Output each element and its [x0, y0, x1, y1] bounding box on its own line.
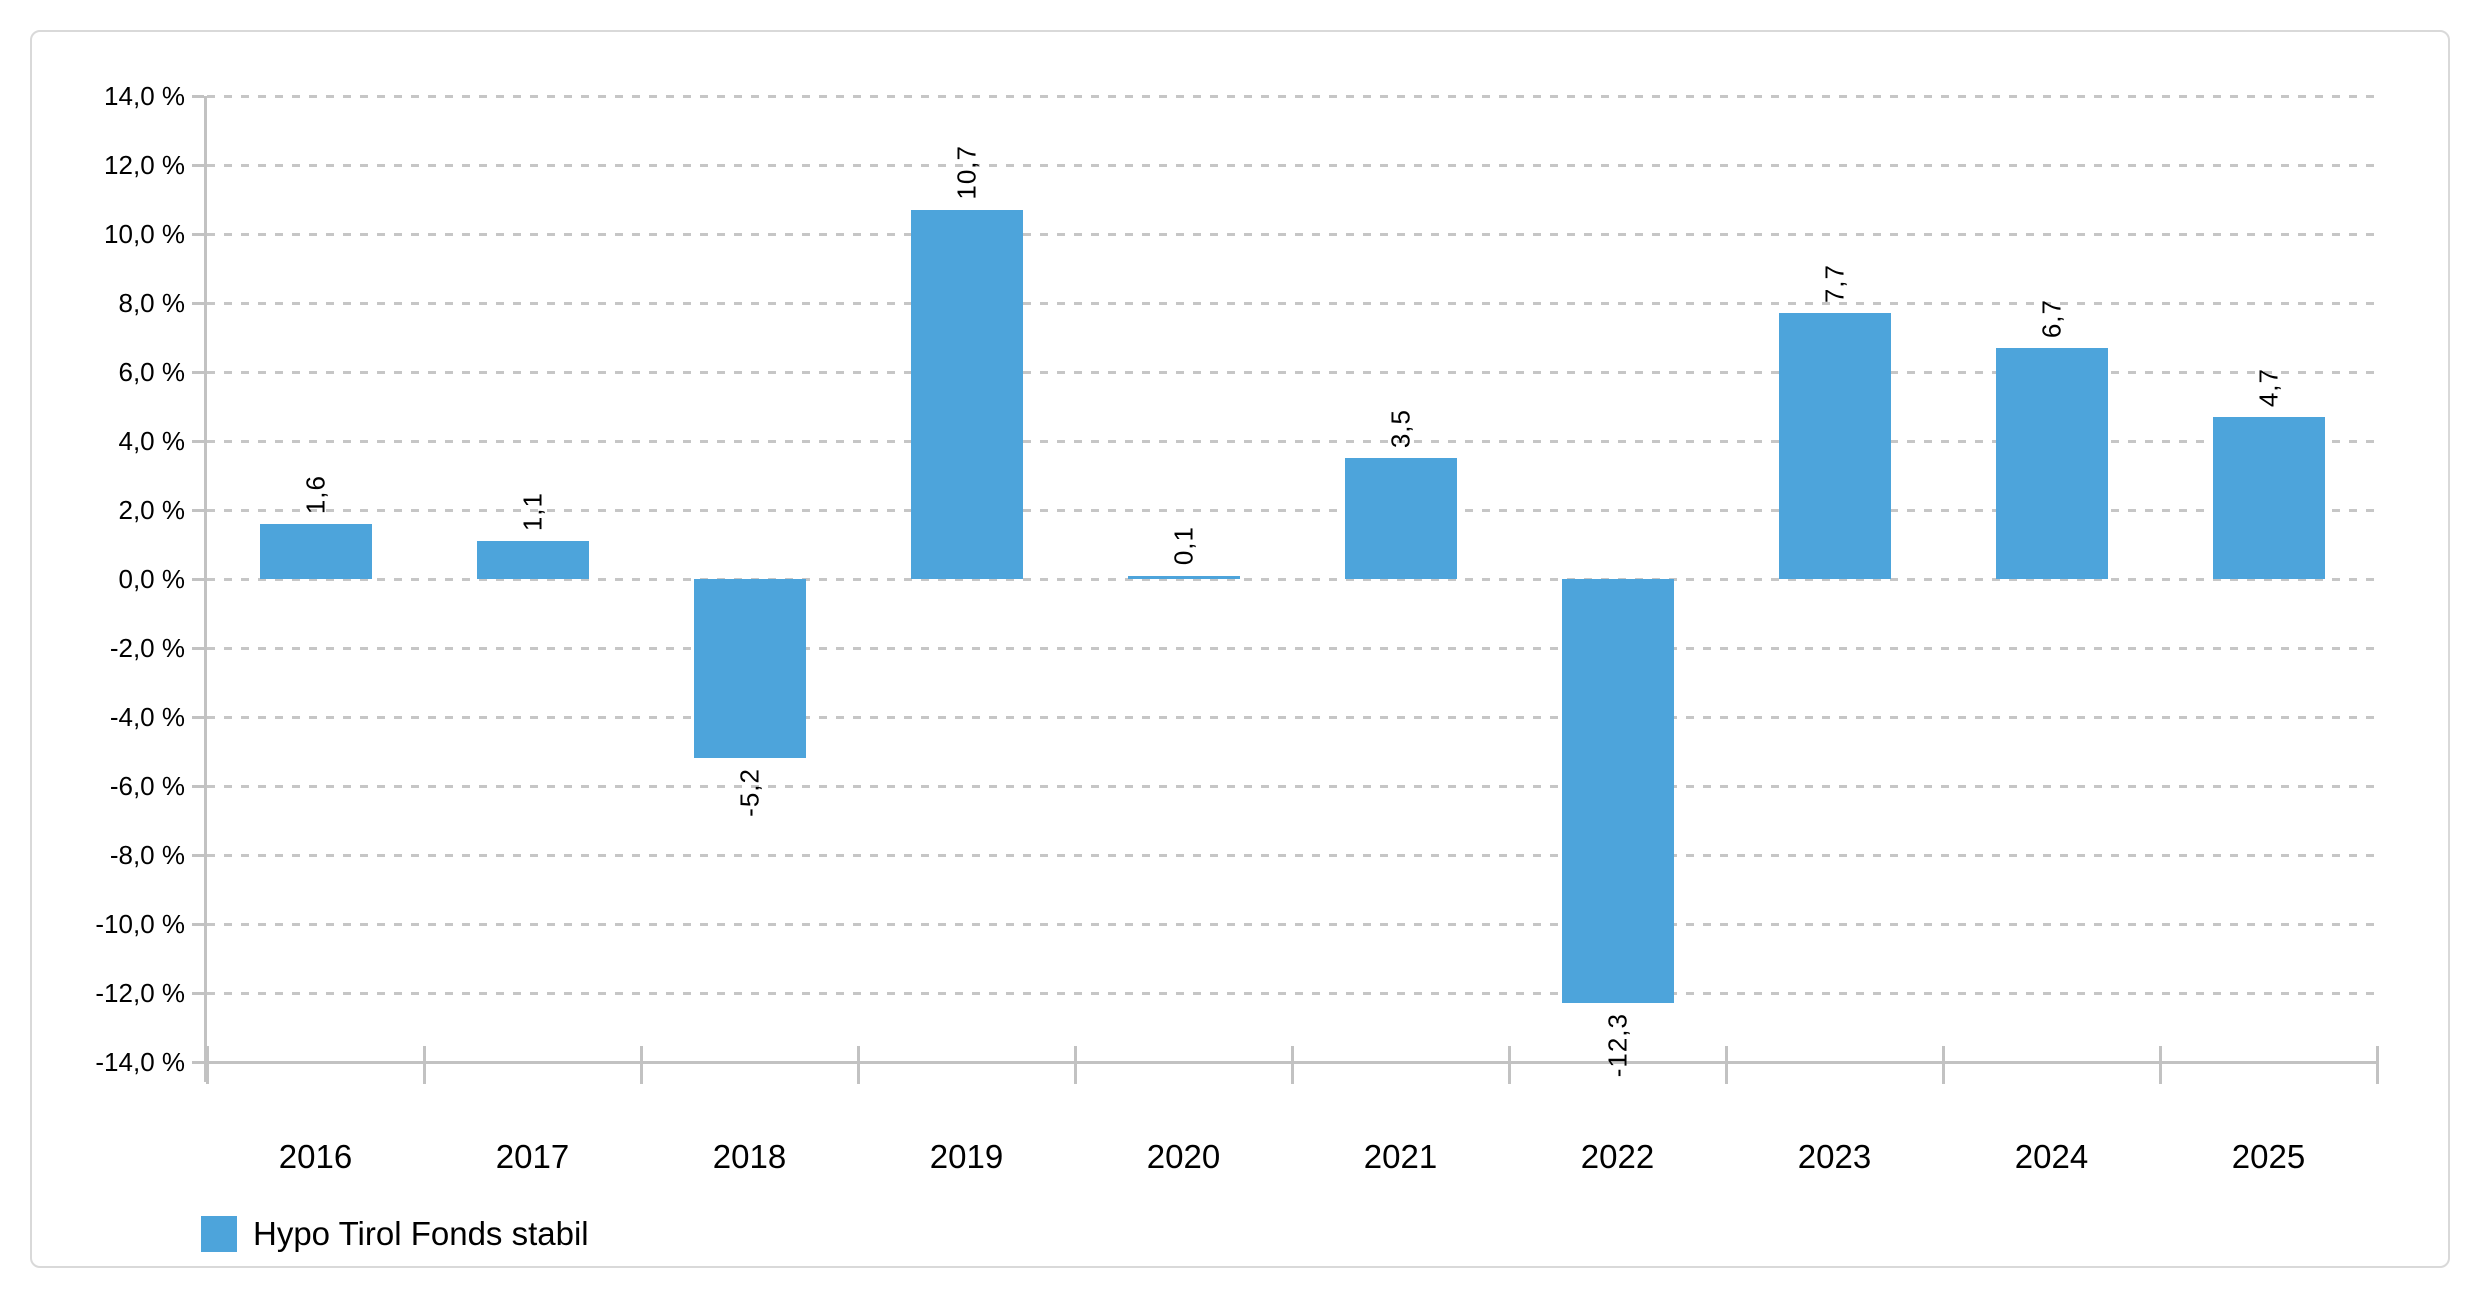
- bar-value-label-2021: 3,5: [1385, 409, 1415, 449]
- gridline: [207, 439, 2377, 443]
- x-label-2020: 2020: [1146, 1138, 1221, 1175]
- x-axis-tick: [1507, 1046, 1511, 1084]
- bar-value-label-2022: -12,3: [1602, 1013, 1632, 1078]
- gridline: [207, 232, 2377, 236]
- x-axis-tick: [1290, 1046, 1294, 1084]
- bar-value-label-2020: 0,1: [1168, 526, 1198, 566]
- gridline: [207, 370, 2377, 374]
- x-label-2018: 2018: [712, 1138, 787, 1175]
- bar-value-label-2017: 1,1: [517, 491, 547, 532]
- y-axis-line: [204, 96, 207, 1082]
- bar-2024: [1995, 347, 2108, 579]
- legend-label: Hypo Tirol Fonds stabil: [253, 1215, 589, 1252]
- y-axis-tick: [192, 1060, 204, 1064]
- gridline: [207, 301, 2377, 305]
- gridline: [207, 922, 2377, 926]
- y-tick-label: -12,0 %: [95, 978, 185, 1008]
- x-axis-tick: [205, 1046, 209, 1084]
- bar-2017: [476, 541, 589, 579]
- x-label-2021: 2021: [1363, 1138, 1438, 1175]
- bar-value-label-2024: 6,7: [2036, 298, 2066, 338]
- y-tick-label: -4,0 %: [109, 702, 185, 732]
- bar-value-label-2023: 7,7: [1819, 264, 1849, 304]
- x-axis-tick: [422, 1046, 426, 1084]
- bar-2016: [259, 523, 372, 579]
- bar-2020: [1127, 575, 1240, 579]
- y-tick-label: 14,0 %: [104, 81, 185, 111]
- x-axis-tick: [2158, 1046, 2162, 1084]
- bar-value-label-2016: 1,6: [300, 474, 330, 514]
- x-axis-tick: [1724, 1046, 1728, 1084]
- bar-2022: [1561, 579, 1674, 1004]
- y-axis-tick: [192, 301, 204, 305]
- y-tick-label: -14,0 %: [95, 1047, 185, 1077]
- y-tick-label: -2,0 %: [109, 633, 185, 663]
- bar-2025: [2212, 416, 2325, 579]
- x-axis-tick: [856, 1046, 860, 1084]
- y-axis-tick: [192, 784, 204, 788]
- x-axis-tick: [639, 1046, 643, 1084]
- x-label-2022: 2022: [1580, 1138, 1655, 1175]
- gridline: [207, 715, 2377, 719]
- y-tick-label: -10,0 %: [95, 909, 185, 939]
- y-tick-label: 4,0 %: [118, 426, 186, 456]
- x-label-2017: 2017: [495, 1138, 570, 1175]
- bar-2019: [910, 209, 1023, 579]
- bar-2021: [1344, 458, 1457, 579]
- legend: Hypo Tirol Fonds stabil: [201, 1215, 589, 1253]
- x-label-2025: 2025: [2231, 1138, 2306, 1175]
- y-tick-label: -8,0 %: [109, 840, 185, 870]
- y-axis-tick: [192, 370, 204, 374]
- y-axis-tick: [192, 439, 204, 443]
- y-tick-label: 12,0 %: [104, 150, 185, 180]
- x-axis-tick: [2375, 1046, 2379, 1084]
- y-axis-tick: [192, 577, 204, 581]
- x-axis-tick: [1941, 1046, 1945, 1084]
- gridline: [207, 991, 2377, 995]
- y-axis-tick: [192, 715, 204, 719]
- gridline: [207, 577, 2377, 581]
- y-axis-tick: [192, 508, 204, 512]
- bar-value-label-2018: -5,2: [734, 768, 764, 818]
- bar-value-label-2025: 4,7: [2253, 367, 2283, 407]
- y-axis-tick: [192, 922, 204, 926]
- bar-2018: [693, 579, 806, 759]
- gridline: [207, 853, 2377, 857]
- gridline: [207, 508, 2377, 512]
- gridline: [207, 94, 2377, 98]
- gridline: [207, 784, 2377, 788]
- x-axis-tick: [1073, 1046, 1077, 1084]
- y-axis-tick: [192, 232, 204, 236]
- y-axis-tick: [192, 853, 204, 857]
- y-tick-label: 2,0 %: [118, 495, 186, 525]
- legend-swatch: [201, 1216, 237, 1252]
- x-label-2016: 2016: [278, 1138, 353, 1175]
- x-label-2023: 2023: [1797, 1138, 1872, 1175]
- bar-chart-plot: 14,0 % 12,0 % 10,0 % 8,0 % 6,0 % 4,0 % 2,0 % 0,…: [32, 32, 2448, 1266]
- x-label-2019: 2019: [929, 1138, 1004, 1175]
- y-tick-label: 0,0 %: [118, 564, 186, 594]
- y-tick-label: 8,0 %: [118, 288, 186, 318]
- y-tick-label: 10,0 %: [104, 219, 185, 249]
- y-axis-tick: [192, 94, 204, 98]
- chart-card: 14,0 % 12,0 % 10,0 % 8,0 % 6,0 % 4,0 % 2,0 % 0,…: [30, 30, 2450, 1268]
- y-tick-label: 6,0 %: [118, 357, 186, 387]
- y-tick-label: -6,0 %: [109, 771, 185, 801]
- gridline: [207, 646, 2377, 650]
- y-axis-tick: [192, 991, 204, 995]
- bar-2023: [1778, 313, 1891, 579]
- bar-value-label-2019: 10,7: [951, 145, 981, 200]
- y-axis-tick: [192, 163, 204, 167]
- x-label-2024: 2024: [2014, 1138, 2089, 1175]
- y-axis-tick: [192, 646, 204, 650]
- gridline: [207, 163, 2377, 167]
